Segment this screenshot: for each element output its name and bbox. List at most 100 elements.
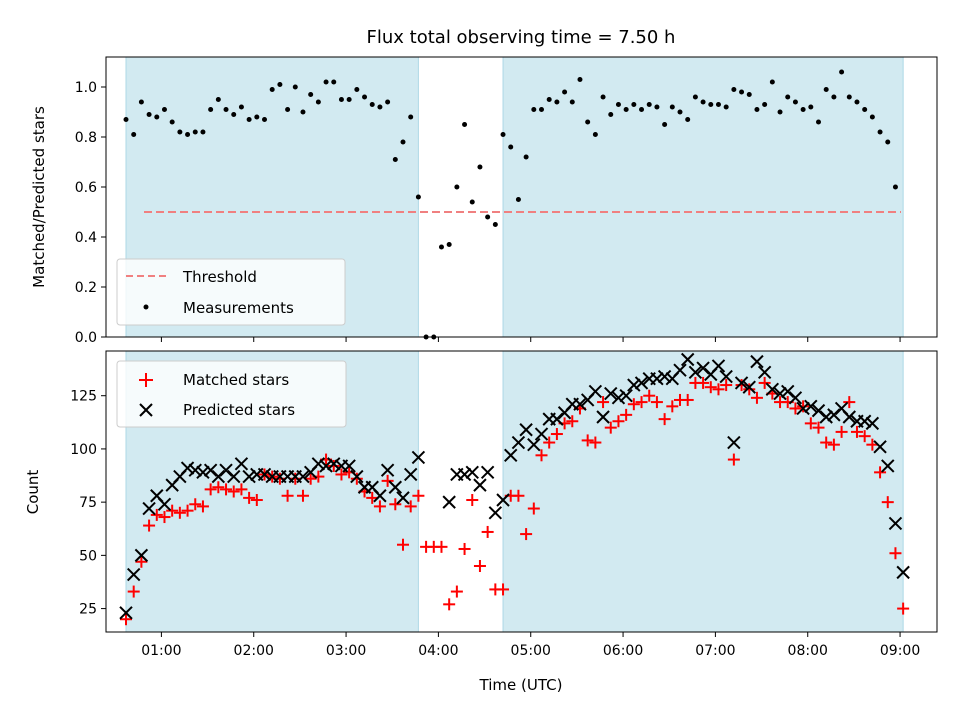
measurement-point xyxy=(831,94,837,100)
x-tick-label: 02:00 xyxy=(234,643,274,659)
matched-star-point xyxy=(296,489,309,502)
matched-star-point xyxy=(435,540,448,553)
measurement-point xyxy=(200,129,206,135)
matched-star-point xyxy=(704,381,717,394)
y-tick-label: 0.4 xyxy=(75,230,97,246)
predicted-star-point xyxy=(527,437,541,452)
matched-star-point xyxy=(181,504,194,517)
measurement-point xyxy=(477,164,483,170)
chart-title: Flux total observing time = 7.50 h xyxy=(367,27,676,48)
matched-star-point xyxy=(550,428,563,441)
measurement-point xyxy=(746,92,752,97)
measurement-point xyxy=(869,114,875,120)
predicted-star-point xyxy=(711,359,726,373)
matched-star-point xyxy=(173,506,186,519)
matched-star-point xyxy=(720,379,733,392)
measurement-point xyxy=(131,132,137,137)
measurement-point xyxy=(269,87,275,92)
matched-star-point xyxy=(273,472,286,485)
measurement-point xyxy=(654,104,660,110)
predicted-star-point xyxy=(126,567,141,582)
measurement-point xyxy=(446,242,452,247)
predicted-star-point xyxy=(373,489,387,503)
measurement-point xyxy=(438,244,444,250)
measurement-point xyxy=(300,109,306,115)
legend-matched-label: Matched stars xyxy=(183,371,289,389)
predicted-star-point xyxy=(496,493,510,507)
measurement-point xyxy=(754,107,760,112)
matched-star-point xyxy=(858,430,871,443)
measurement-point xyxy=(762,102,768,107)
legend-predicted-label: Predicted stars xyxy=(183,401,295,419)
matched-star-point xyxy=(289,472,302,485)
measurement-point xyxy=(315,99,321,105)
measurement-point xyxy=(500,132,506,137)
matched-star-point xyxy=(127,585,140,598)
measurement-point xyxy=(708,102,714,107)
matched-star-point xyxy=(335,468,348,481)
matched-star-point xyxy=(227,485,240,498)
matched-star-point xyxy=(150,508,163,521)
predicted-star-point xyxy=(242,469,256,484)
ratio-panel-frame xyxy=(105,56,938,338)
matched-star-point xyxy=(520,528,533,541)
matched-star-point xyxy=(166,504,179,517)
matched-star-point xyxy=(235,483,248,496)
counts-panel: 25 50 75 100 125 01:00 02:00 03:00 04:00 05:00 06… xyxy=(24,350,938,694)
measurement-point xyxy=(292,84,298,90)
matched-star-point xyxy=(743,383,756,396)
counts-legend-box xyxy=(116,360,347,428)
measurement-point xyxy=(546,97,552,102)
measurement-point xyxy=(515,197,521,202)
matched-star-point xyxy=(712,383,725,396)
measurement-point xyxy=(692,94,698,100)
predicted-star-point xyxy=(473,478,487,492)
measurement-point xyxy=(223,107,229,112)
predicted-star-point xyxy=(403,467,418,482)
predicted-star-point xyxy=(388,480,403,494)
predicted-star-point xyxy=(796,401,810,416)
matched-star-point xyxy=(897,602,910,615)
predicted-star-point xyxy=(534,427,549,441)
measurement-point xyxy=(700,99,706,105)
matched-star-point xyxy=(804,417,817,430)
predicted-star-point xyxy=(819,410,833,424)
measurement-point xyxy=(331,79,337,85)
measurement-point xyxy=(161,107,167,112)
matched-star-point xyxy=(850,425,863,438)
predicted-star-point xyxy=(134,548,149,563)
legend-measurements-swatch xyxy=(143,304,149,310)
matched-star-point xyxy=(543,436,556,449)
matched-star-point xyxy=(443,598,456,611)
predicted-star-point xyxy=(757,365,772,379)
measurement-point xyxy=(892,184,898,190)
matched-star-point xyxy=(866,438,879,451)
matched-star-point xyxy=(327,459,340,472)
measurement-point xyxy=(615,102,621,107)
measurement-point xyxy=(662,122,668,127)
measurement-point xyxy=(792,99,798,105)
measurement-point xyxy=(646,102,652,107)
matched-star-point xyxy=(604,421,617,434)
matched-star-point xyxy=(681,393,694,406)
predicted-star-point xyxy=(788,391,803,405)
measurement-point xyxy=(254,114,260,120)
measurement-point xyxy=(192,129,198,135)
counts-panel-frame xyxy=(105,350,938,633)
matched-star-point xyxy=(635,396,648,409)
predicted-star-point xyxy=(411,450,426,465)
ratio-legend-box xyxy=(116,258,346,326)
measurement-point xyxy=(785,94,791,100)
measurement-point xyxy=(154,114,160,120)
measurement-point xyxy=(338,97,344,102)
matched-star-point xyxy=(204,483,217,496)
measurement-point xyxy=(823,87,829,92)
measurement-point xyxy=(377,104,383,110)
measurement-point xyxy=(585,119,591,125)
predicted-star-point xyxy=(773,386,787,401)
measurement-point xyxy=(385,99,391,105)
measurement-point xyxy=(731,87,737,92)
shaded-interval xyxy=(503,57,904,337)
measurement-point xyxy=(531,107,537,112)
x-tick-label: 03:00 xyxy=(326,643,366,659)
